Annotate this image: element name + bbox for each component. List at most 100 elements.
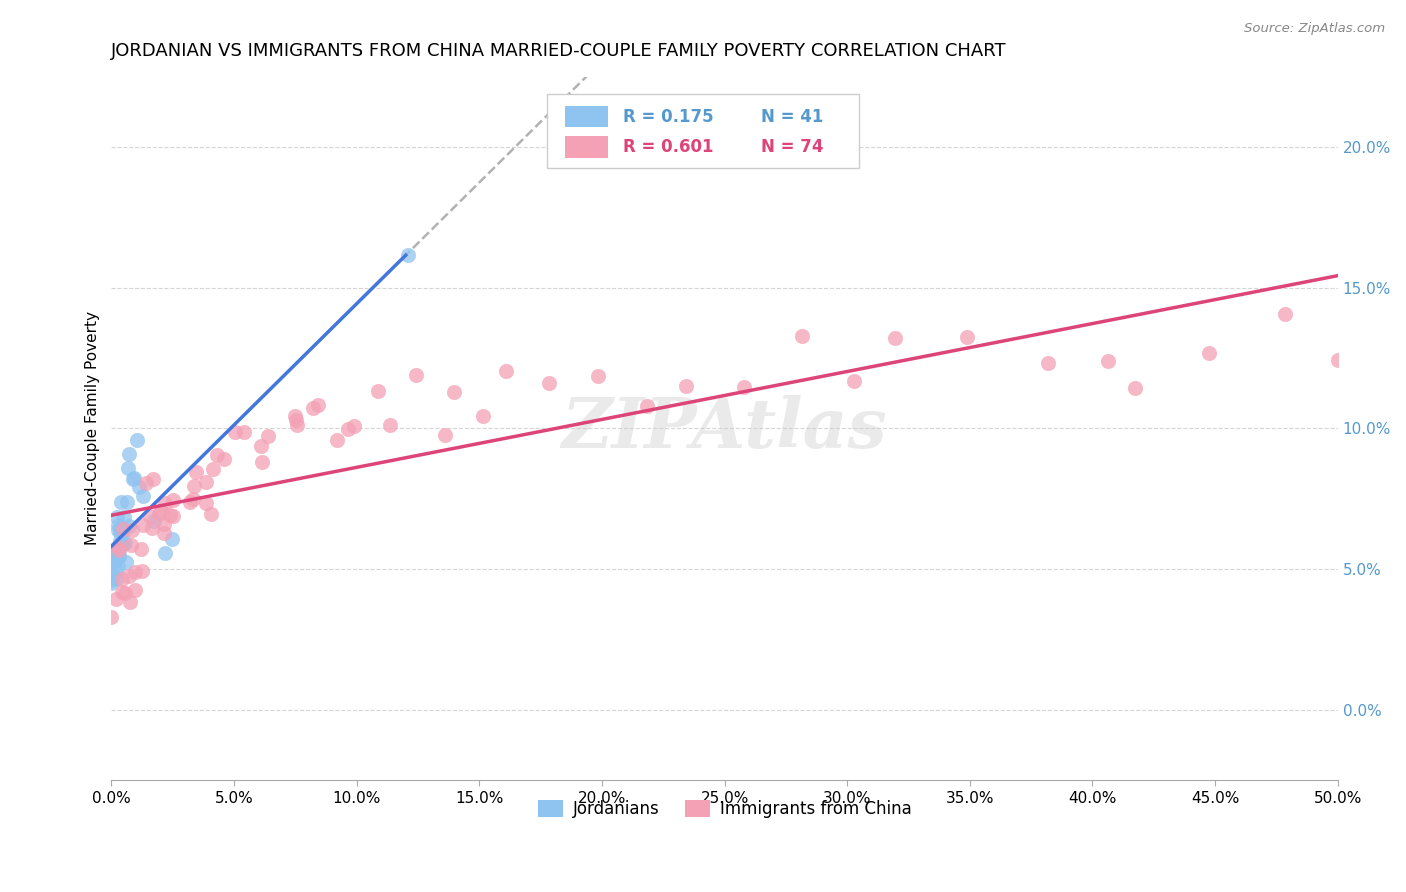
Text: R = 0.601: R = 0.601 [623,138,713,156]
Point [183,478,205,492]
Point [285,417,308,432]
Point [212,451,235,466]
Point [141,520,163,534]
Point [181,491,204,506]
Point [1274,307,1296,321]
Text: R = 0.175: R = 0.175 [623,108,713,126]
Point [124,583,146,598]
Point [107,518,129,533]
Point [104,592,127,607]
Point [104,542,127,557]
Point [104,544,127,558]
Point [1198,346,1220,360]
Point [956,330,979,344]
Point [162,492,184,507]
Point [284,412,307,426]
Point [200,508,222,522]
Point [149,504,172,518]
Point [128,480,150,494]
FancyBboxPatch shape [565,106,607,128]
Point [443,385,465,400]
Point [100,576,122,591]
Point [100,609,122,624]
Point [104,564,127,578]
Point [100,573,122,587]
Point [153,516,176,531]
Y-axis label: Married-Couple Family Poverty: Married-Couple Family Poverty [86,311,100,545]
Point [108,543,131,558]
Point [104,572,127,586]
Point [637,399,659,413]
Point [108,534,131,549]
Point [110,495,132,509]
Point [111,572,134,586]
Point [159,508,181,522]
Point [153,546,176,560]
Point [132,489,155,503]
Point [233,425,256,440]
Point [434,428,457,442]
Point [162,508,184,523]
Point [257,429,280,443]
Point [111,537,134,551]
Point [104,553,127,567]
Point [118,519,141,533]
Point [186,465,208,479]
Point [100,556,122,570]
Point [107,559,129,574]
Point [103,542,125,557]
Point [114,536,136,550]
Point [472,409,495,423]
Point [1326,352,1348,367]
Point [122,471,145,485]
Text: JORDANIAN VS IMMIGRANTS FROM CHINA MARRIED-COUPLE FAMILY POVERTY CORRELATION CHA: JORDANIAN VS IMMIGRANTS FROM CHINA MARRI… [111,42,1007,60]
FancyBboxPatch shape [547,95,859,168]
Text: N = 74: N = 74 [762,138,824,156]
Point [367,384,389,398]
Point [307,398,329,412]
Point [250,455,273,469]
Point [103,552,125,566]
Point [139,508,162,523]
Text: Source: ZipAtlas.com: Source: ZipAtlas.com [1244,22,1385,36]
Point [135,475,157,490]
Point [538,376,561,391]
Point [108,549,131,564]
Point [326,433,349,447]
Point [121,524,143,538]
Point [131,517,153,532]
Point [733,380,755,394]
Point [675,379,697,393]
Point [107,524,129,538]
Point [107,510,129,524]
Point [111,585,134,599]
Point [160,533,183,547]
Point [179,495,201,509]
FancyBboxPatch shape [565,136,607,158]
Point [250,439,273,453]
Point [1123,381,1146,395]
Point [131,564,153,578]
Point [1097,354,1119,368]
Point [117,461,139,475]
Point [301,401,323,415]
Point [101,568,124,582]
Point [110,520,132,534]
Point [842,374,865,388]
Point [284,409,307,423]
Point [108,540,131,554]
Point [148,507,170,521]
Point [118,594,141,608]
Point [224,425,246,439]
Point [378,418,401,433]
Point [195,496,218,510]
Legend: Jordanians, Immigrants from China: Jordanians, Immigrants from China [531,793,918,825]
Point [586,368,609,383]
Point [142,472,165,486]
Point [104,552,127,566]
Point [115,495,138,509]
Point [127,433,149,447]
Point [114,586,136,600]
Point [790,328,813,343]
Point [143,514,166,528]
